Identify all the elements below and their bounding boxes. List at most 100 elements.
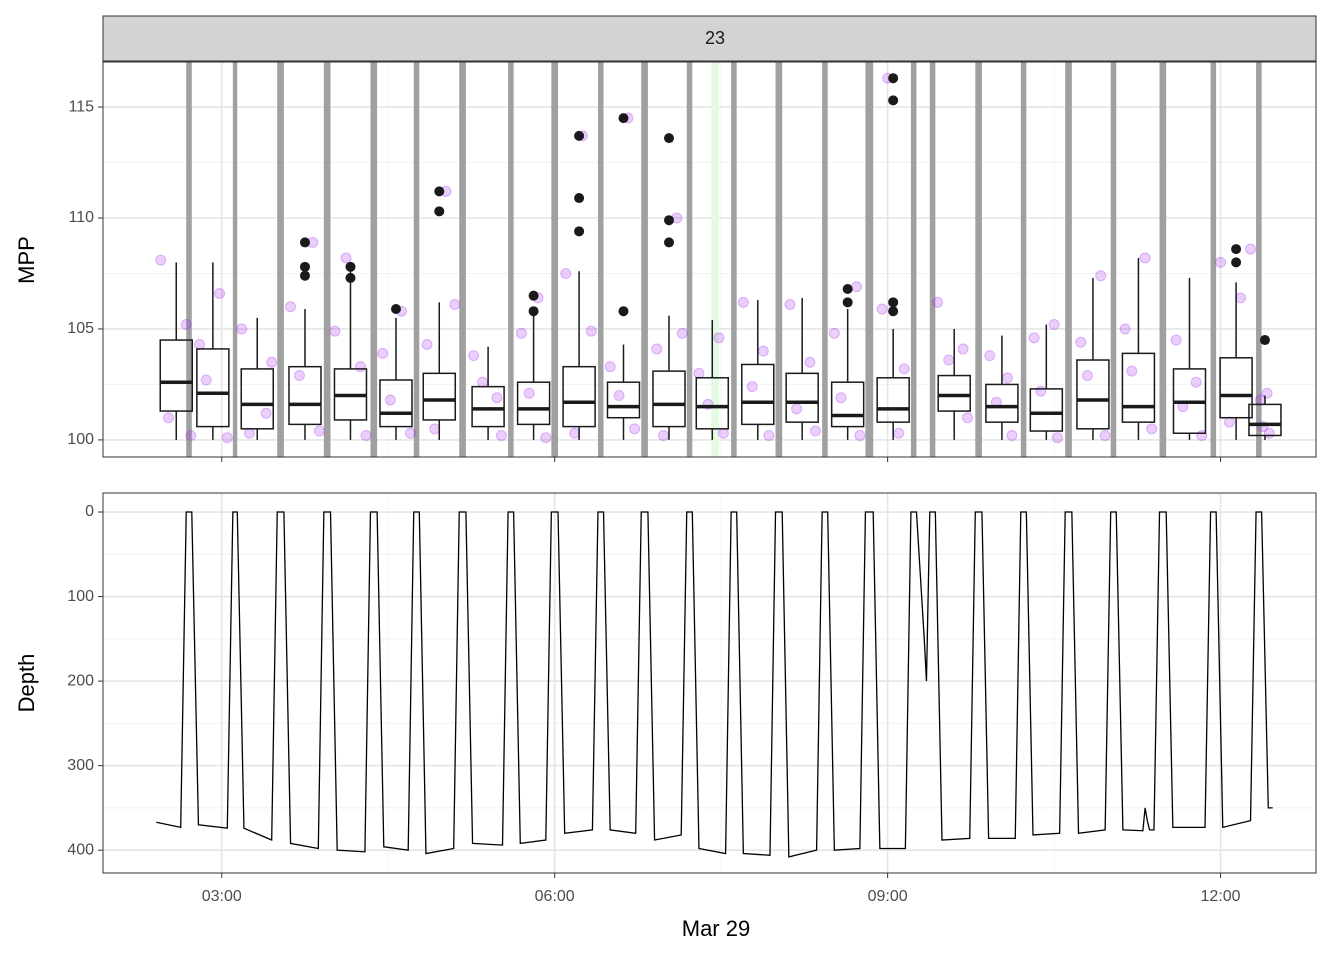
jitter-point xyxy=(676,327,688,339)
jitter-point xyxy=(604,361,616,373)
jitter-point xyxy=(313,425,325,437)
jitter-point xyxy=(1170,334,1182,346)
jitter-point xyxy=(360,429,372,441)
box xyxy=(830,381,865,428)
box xyxy=(785,372,819,423)
jitter-point xyxy=(932,296,944,308)
jitter-point xyxy=(854,429,866,441)
jitter-point xyxy=(943,354,955,366)
outlier xyxy=(299,270,310,281)
jitter-point xyxy=(569,427,581,439)
jitter-point xyxy=(162,412,174,424)
jitter-point xyxy=(354,361,366,373)
jitter-point xyxy=(851,281,863,293)
jitter-point xyxy=(477,376,489,388)
outlier xyxy=(434,186,445,197)
outlier xyxy=(663,215,674,226)
outlier xyxy=(299,261,310,272)
jitter-point xyxy=(717,427,729,439)
jitter-point xyxy=(285,301,297,313)
shaded-band xyxy=(975,62,982,457)
shaded-band xyxy=(370,62,378,457)
jitter-point xyxy=(657,429,669,441)
shaded-band xyxy=(910,62,917,457)
x-tick-label: 03:00 xyxy=(202,888,242,905)
outlier xyxy=(888,73,899,84)
shaded-band xyxy=(277,62,284,457)
box xyxy=(1219,357,1253,419)
shaded-band xyxy=(1256,62,1262,457)
jitter-point xyxy=(763,429,775,441)
outlier xyxy=(663,133,674,144)
outlier xyxy=(618,306,629,317)
shaded-band xyxy=(1065,62,1072,457)
jitter-point xyxy=(185,429,197,441)
box xyxy=(379,379,413,428)
y-tick-label: 200 xyxy=(67,672,94,689)
y-axis-title: MPP xyxy=(14,236,39,284)
facet-label: 23 xyxy=(705,28,725,48)
jitter-point xyxy=(784,299,796,311)
jitter-point xyxy=(1075,336,1087,348)
jitter-point xyxy=(1048,319,1060,331)
box xyxy=(741,363,775,426)
jitter-point xyxy=(629,423,641,435)
y-tick-label: 110 xyxy=(68,209,94,226)
jitter-point xyxy=(468,350,480,362)
jitter-point xyxy=(495,429,507,441)
jitter-point xyxy=(491,392,503,404)
shaded-band xyxy=(865,62,874,457)
jitter-point xyxy=(651,343,663,355)
jitter-point xyxy=(155,254,167,266)
y-tick-label: 100 xyxy=(67,431,94,448)
jitter-point xyxy=(236,323,248,335)
jitter-point xyxy=(613,390,625,402)
shaded-band xyxy=(822,62,828,457)
highlight-band xyxy=(711,62,719,457)
jitter-point xyxy=(1081,370,1093,382)
outlier xyxy=(842,297,853,308)
jitter-point xyxy=(757,345,769,357)
shaded-band xyxy=(232,62,238,457)
jitter-point xyxy=(1139,252,1151,264)
jitter-point xyxy=(1035,385,1047,397)
shaded-band xyxy=(686,62,693,457)
jitter-point xyxy=(962,412,974,424)
jitter-point xyxy=(1095,270,1107,282)
panel-border xyxy=(102,492,1317,874)
outlier xyxy=(528,290,539,301)
jitter-point xyxy=(221,432,233,444)
jitter-point xyxy=(746,381,758,393)
jitter-point xyxy=(1006,429,1018,441)
jitter-point xyxy=(1119,323,1131,335)
jitter-point xyxy=(260,407,272,419)
jitter-point xyxy=(1001,372,1013,384)
y-tick-label: 105 xyxy=(67,320,94,337)
outlier xyxy=(663,237,674,248)
jitter-point xyxy=(1146,423,1158,435)
x-tick-label: 12:00 xyxy=(1201,888,1241,905)
shaded-band xyxy=(1020,62,1027,457)
y-tick-label: 400 xyxy=(67,841,94,858)
jitter-point xyxy=(384,394,396,406)
jitter-point xyxy=(585,325,597,337)
jitter-point xyxy=(804,356,816,368)
jitter-point xyxy=(560,267,572,279)
jitter-point xyxy=(421,338,433,350)
shaded-band xyxy=(508,62,514,457)
jitter-point xyxy=(984,350,996,362)
box xyxy=(1248,403,1282,437)
box xyxy=(1076,359,1110,430)
jitter-point xyxy=(876,303,888,315)
outlier xyxy=(618,113,629,124)
outlier xyxy=(434,206,445,217)
y-tick-label: 0 xyxy=(85,503,94,520)
jitter-point xyxy=(1245,243,1257,255)
panel-border xyxy=(102,61,1317,458)
jitter-point xyxy=(1126,365,1138,377)
jitter-point xyxy=(898,363,910,375)
box xyxy=(159,339,193,412)
outlier xyxy=(345,272,356,283)
